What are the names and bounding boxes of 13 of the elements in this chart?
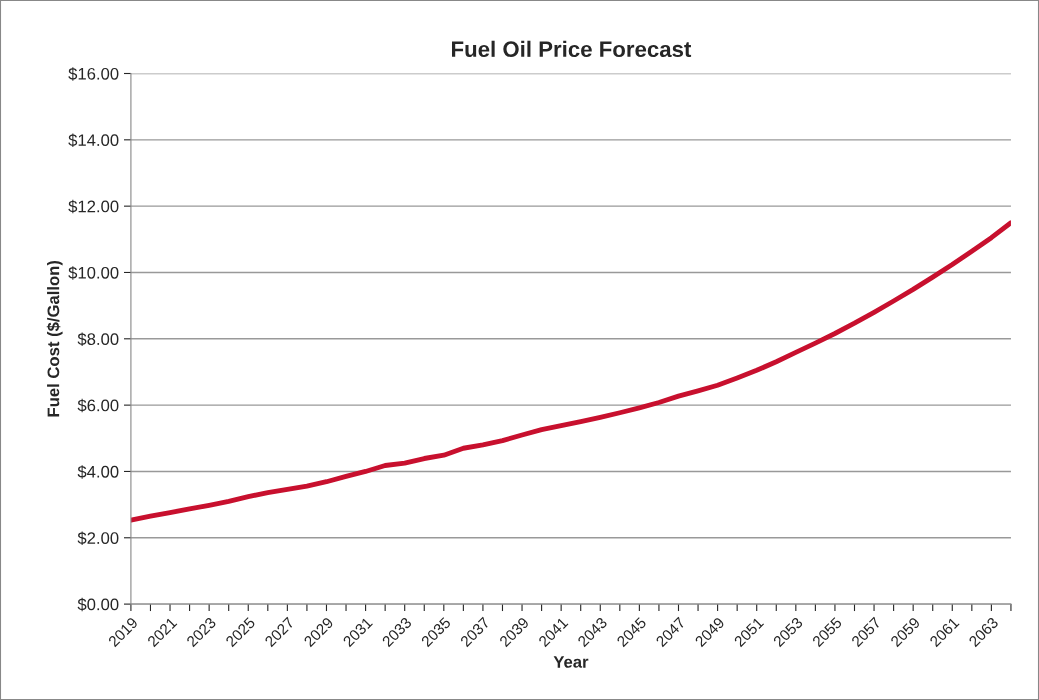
- y-tick-label: $16.00: [68, 67, 119, 81]
- y-axis-title: Fuel Cost ($/Gallon): [46, 260, 63, 417]
- y-tick-label: $2.00: [77, 531, 119, 545]
- line-series: [130, 220, 1011, 523]
- y-tick-label: $4.00: [77, 465, 119, 479]
- y-tick-label: $6.00: [77, 398, 119, 413]
- y-tick-label: $12.00: [68, 199, 119, 214]
- x-axis-title: Year: [553, 656, 589, 668]
- y-tick-label: $8.00: [77, 332, 119, 346]
- chart-title: Fuel Oil Price Forecast: [452, 40, 692, 58]
- y-tick-label: $0.00: [77, 597, 119, 612]
- y-tick-label: $10.00: [68, 266, 119, 280]
- y-tick-label: $14.00: [68, 133, 119, 148]
